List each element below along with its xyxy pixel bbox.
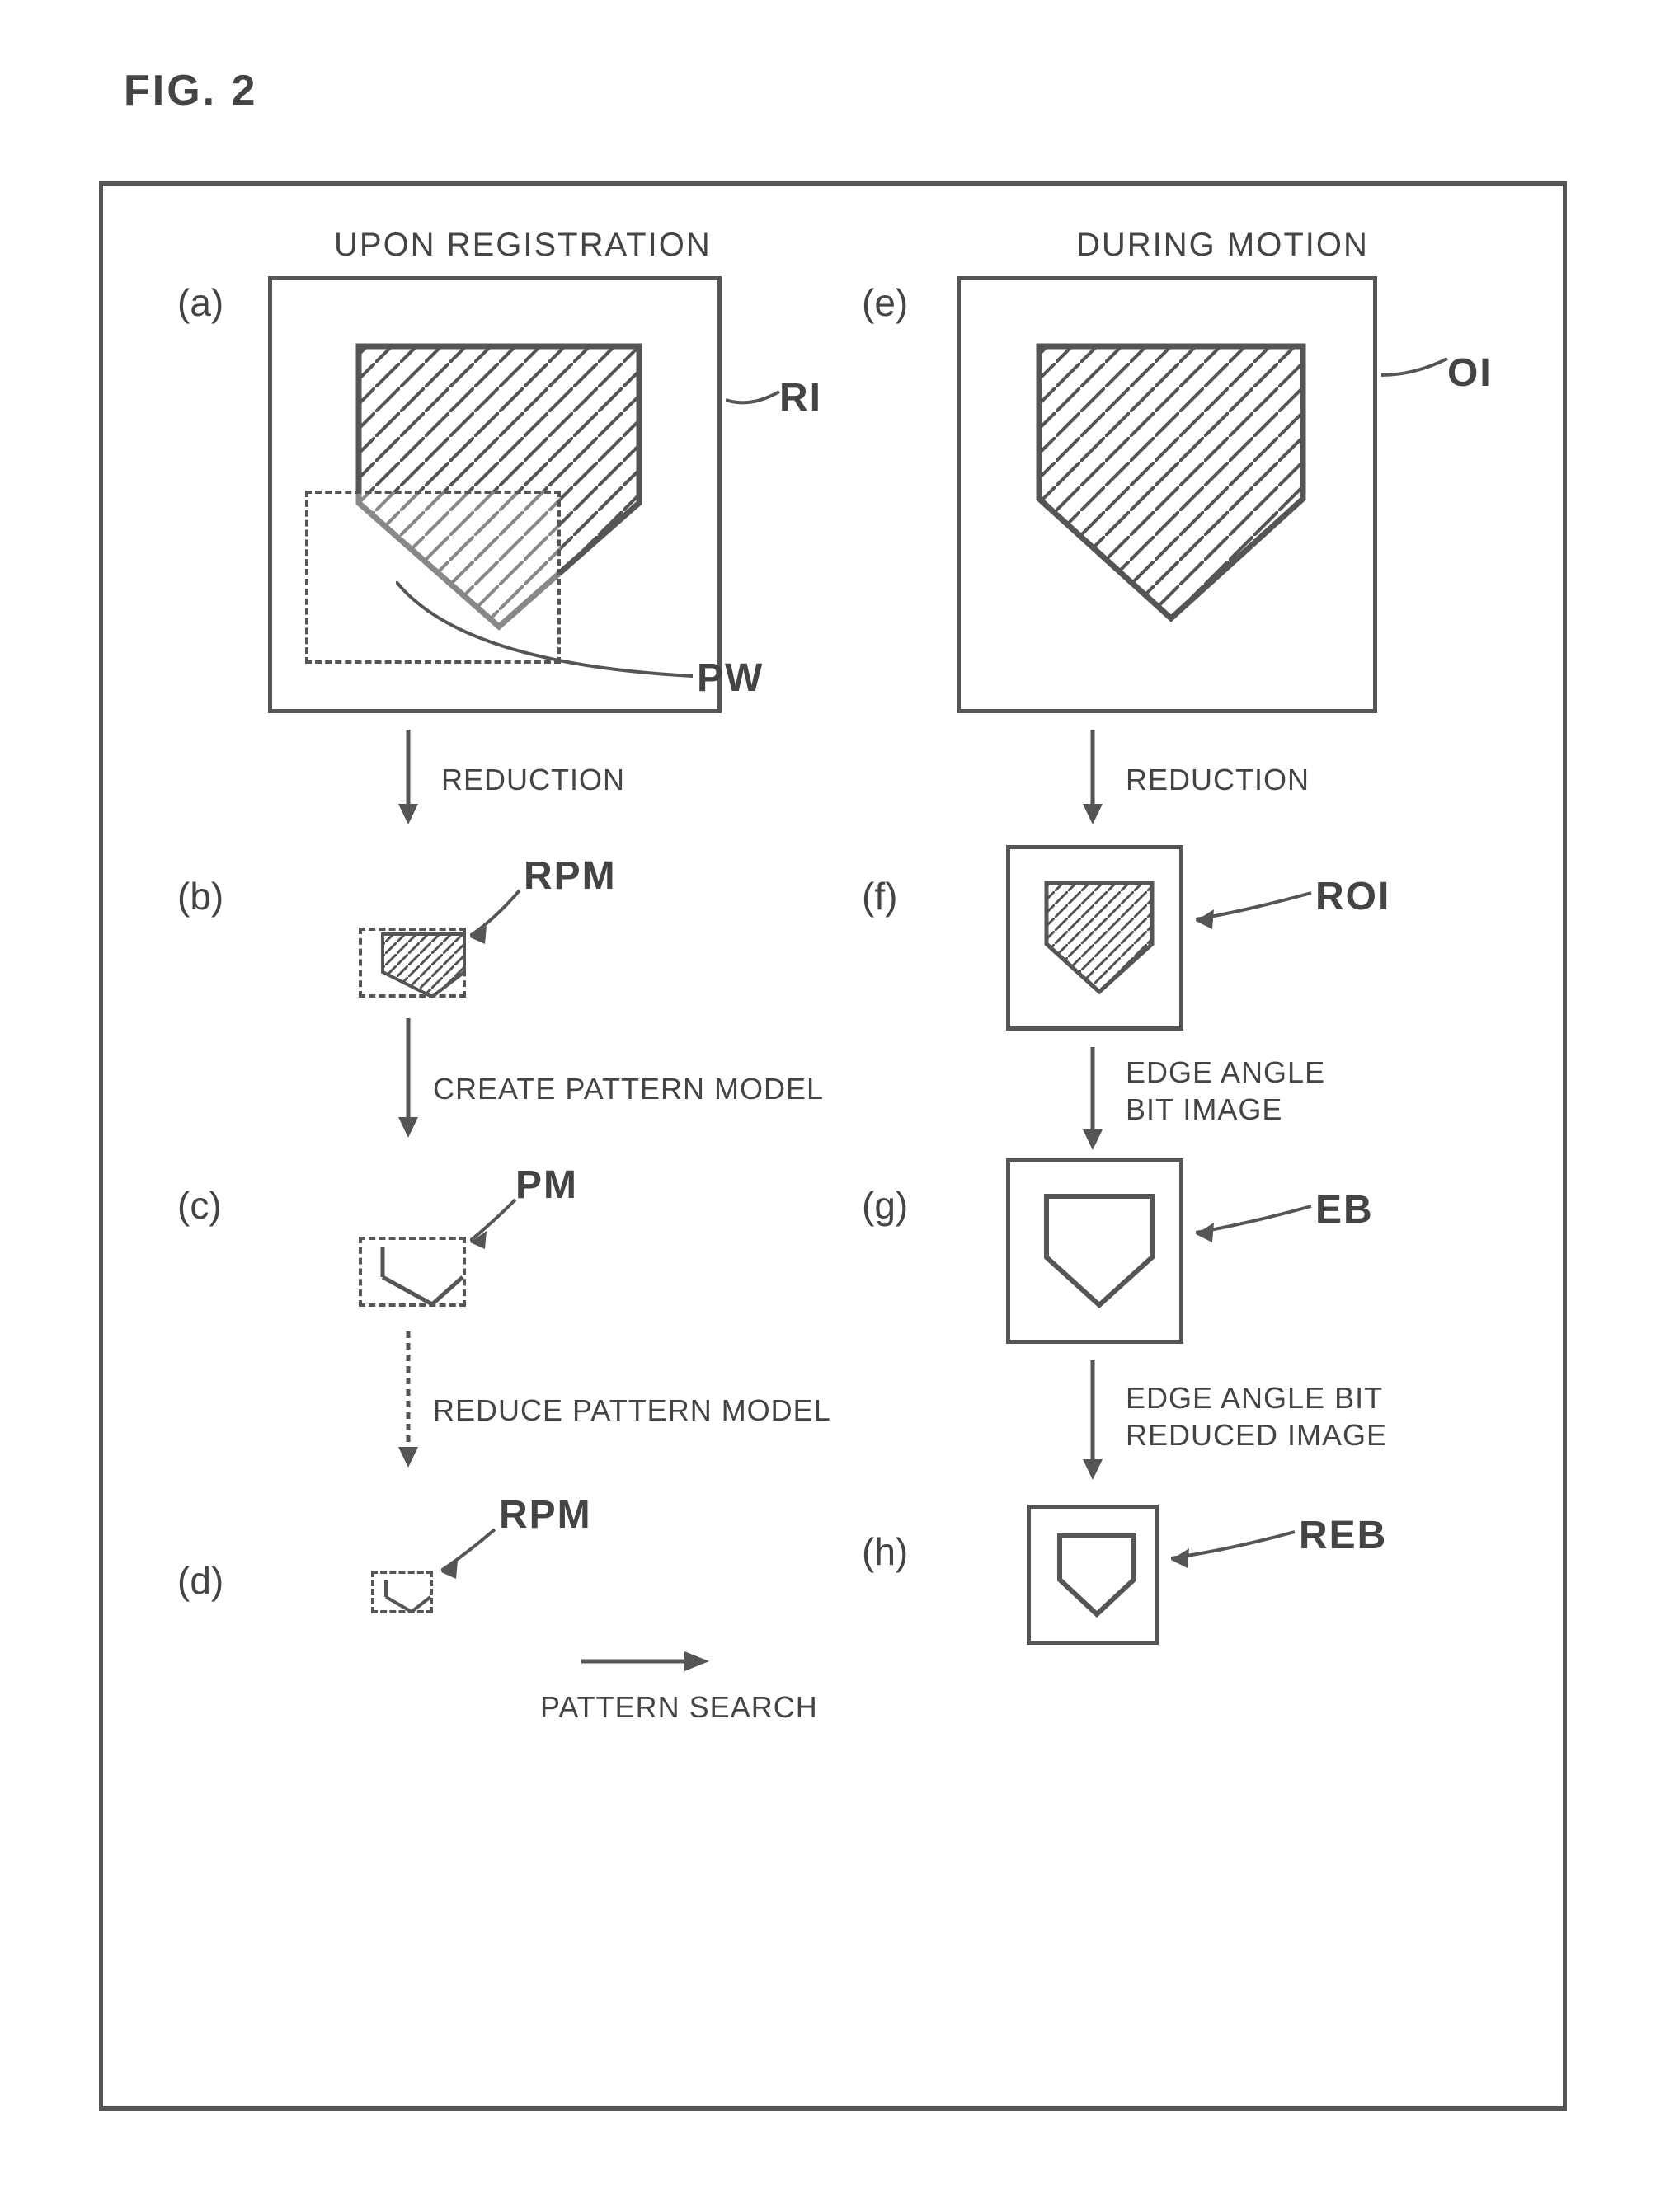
panel-e-label: (e) <box>862 280 908 325</box>
shield-outline-g <box>1042 1191 1157 1311</box>
shield-shape-b <box>362 931 469 1001</box>
shield-shape-f <box>1042 878 1157 998</box>
step-reduce-pattern: REDUCE PATTERN MODEL <box>433 1393 831 1428</box>
shield-edge-d <box>374 1574 436 1617</box>
pointer-eb <box>1196 1200 1319 1245</box>
panel-e-box <box>957 276 1377 713</box>
arrow-b-to-c <box>392 1018 425 1142</box>
pointer-rpm <box>470 886 536 944</box>
panel-d-box <box>371 1571 433 1613</box>
shield-shape-e <box>1031 338 1311 627</box>
pointer-oi <box>1381 342 1456 392</box>
arrow-f-to-g <box>1076 1047 1109 1154</box>
arrow-a-to-b <box>392 730 425 829</box>
arrow-g-to-h <box>1076 1360 1109 1484</box>
pointer-ri <box>726 375 792 425</box>
ref-reb: REB <box>1299 1513 1387 1558</box>
panel-f-label: (f) <box>862 874 897 918</box>
ref-roi: ROI <box>1315 874 1390 919</box>
pointer-rpm2 <box>441 1525 507 1579</box>
shield-outline-h <box>1056 1532 1138 1618</box>
ref-pw: PW <box>697 655 764 701</box>
step-create-pattern: CREATE PATTERN MODEL <box>433 1072 824 1106</box>
panel-a-label: (a) <box>177 280 223 325</box>
ref-rpm: RPM <box>524 853 617 899</box>
panel-b-label: (b) <box>177 874 223 918</box>
step-reduction-left: REDUCTION <box>441 763 625 797</box>
step-pattern-search: PATTERN SEARCH <box>540 1690 818 1725</box>
pointer-roi <box>1196 886 1319 932</box>
panel-c-box <box>359 1237 466 1307</box>
header-upon-registration: UPON REGISTRATION <box>334 227 712 264</box>
panel-f-box <box>1006 845 1183 1031</box>
arrow-pattern-search <box>581 1645 713 1678</box>
panel-d-label: (d) <box>177 1558 223 1603</box>
shield-edge-c <box>362 1240 469 1310</box>
step-edge-reduced-2: REDUCED IMAGE <box>1126 1418 1387 1453</box>
arrow-e-to-f <box>1076 730 1109 829</box>
arrow-c-to-d <box>392 1331 425 1472</box>
panel-c-label: (c) <box>177 1183 222 1228</box>
step-edge-angle-1: EDGE ANGLE <box>1126 1055 1325 1090</box>
step-reduction-right: REDUCTION <box>1126 763 1310 797</box>
step-edge-reduced-1: EDGE ANGLE BIT <box>1126 1381 1383 1416</box>
panel-g-label: (g) <box>862 1183 908 1228</box>
pointer-pw <box>396 581 701 697</box>
panel-h-box <box>1027 1505 1159 1645</box>
header-during-motion: DURING MOTION <box>1076 227 1369 264</box>
figure-label: FIG. 2 <box>124 66 257 115</box>
ref-eb: EB <box>1315 1187 1374 1233</box>
main-diagram-frame: UPON REGISTRATION DURING MOTION (a) RI P… <box>99 181 1567 2111</box>
panel-g-box <box>1006 1158 1183 1344</box>
pointer-reb <box>1171 1525 1303 1571</box>
pointer-pm <box>470 1195 528 1249</box>
panel-b-box <box>359 928 466 998</box>
step-edge-angle-2: BIT IMAGE <box>1126 1092 1282 1127</box>
panel-h-label: (h) <box>862 1529 908 1574</box>
ref-rpm2: RPM <box>499 1492 592 1538</box>
